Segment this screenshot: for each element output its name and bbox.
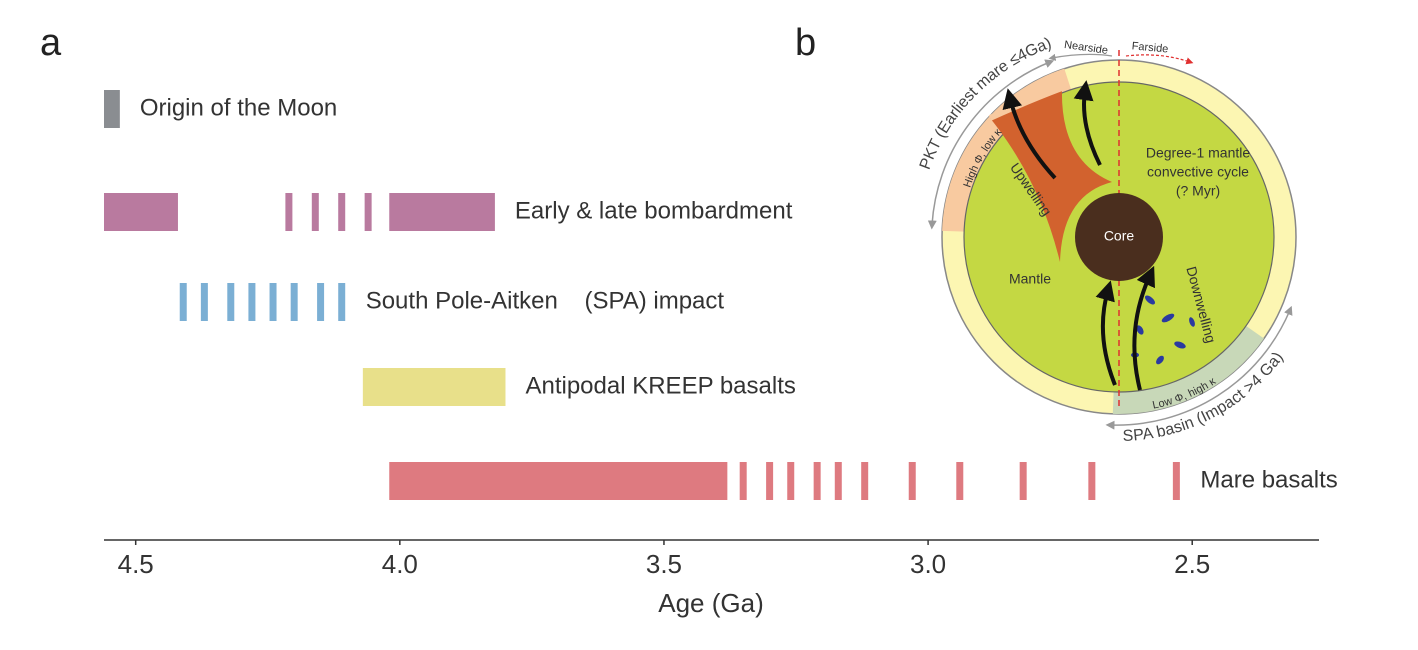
core-label: Core [1104, 228, 1135, 244]
x-axis-title: Age (Ga) [658, 588, 764, 618]
farside-arrow [1125, 54, 1194, 65]
event-tick [834, 462, 842, 500]
cycle-label: (? Myr) [1176, 183, 1220, 199]
event-tick [813, 462, 821, 500]
cycle-label: Degree-1 mantle [1146, 145, 1250, 161]
range-bar [104, 90, 120, 128]
pkt-arrow [927, 59, 1055, 230]
x-tick-label: 3.0 [910, 549, 946, 579]
x-tick-label: 4.0 [382, 549, 418, 579]
series-label: Antipodal KREEP basalts [525, 372, 795, 399]
event-tick [338, 283, 346, 321]
range-bar [389, 462, 728, 500]
event-tick [311, 193, 319, 231]
event-tick [861, 462, 869, 500]
event-tick [227, 283, 235, 321]
moon-diagram: Nearside Farside PKT (Earliest mare ≤4Ga… [917, 35, 1297, 445]
event-tick [269, 283, 277, 321]
x-tick-label: 3.5 [646, 549, 682, 579]
event-tick [956, 462, 964, 500]
series-label: Mare basalts [1200, 466, 1337, 493]
series-label: South Pole-Aitken (SPA) impact [366, 287, 725, 314]
series-label: Origin of the Moon [140, 94, 337, 121]
event-tick [179, 283, 187, 321]
core [1075, 193, 1163, 281]
x-tick-label: 4.5 [118, 549, 154, 579]
event-tick [248, 283, 256, 321]
panel-label: b [795, 22, 816, 64]
event-tick [317, 283, 325, 321]
event-tick [338, 193, 346, 231]
event-tick [200, 283, 208, 321]
series-label: Early & late bombardment [515, 197, 793, 224]
upwelling-arrow [1073, 80, 1102, 166]
cycle-label: convective cycle [1147, 164, 1249, 180]
x-tick-label: 2.5 [1174, 549, 1210, 579]
range-bar [362, 368, 506, 406]
event-tick [1019, 462, 1027, 500]
event-tick [285, 193, 293, 231]
event-tick [1172, 462, 1180, 500]
event-tick [908, 462, 916, 500]
spa-arrow [1105, 305, 1293, 430]
event-tick [787, 462, 795, 500]
range-bar [104, 193, 178, 231]
panel-label: a [40, 22, 62, 64]
mantle-label: Mantle [1009, 271, 1051, 287]
event-tick [364, 193, 372, 231]
event-tick [766, 462, 774, 500]
event-tick [290, 283, 298, 321]
farside-label: Farside [1131, 40, 1169, 55]
event-tick [739, 462, 747, 500]
range-bar [389, 193, 495, 231]
event-tick [1088, 462, 1096, 500]
nearside-arrow [1048, 53, 1113, 61]
